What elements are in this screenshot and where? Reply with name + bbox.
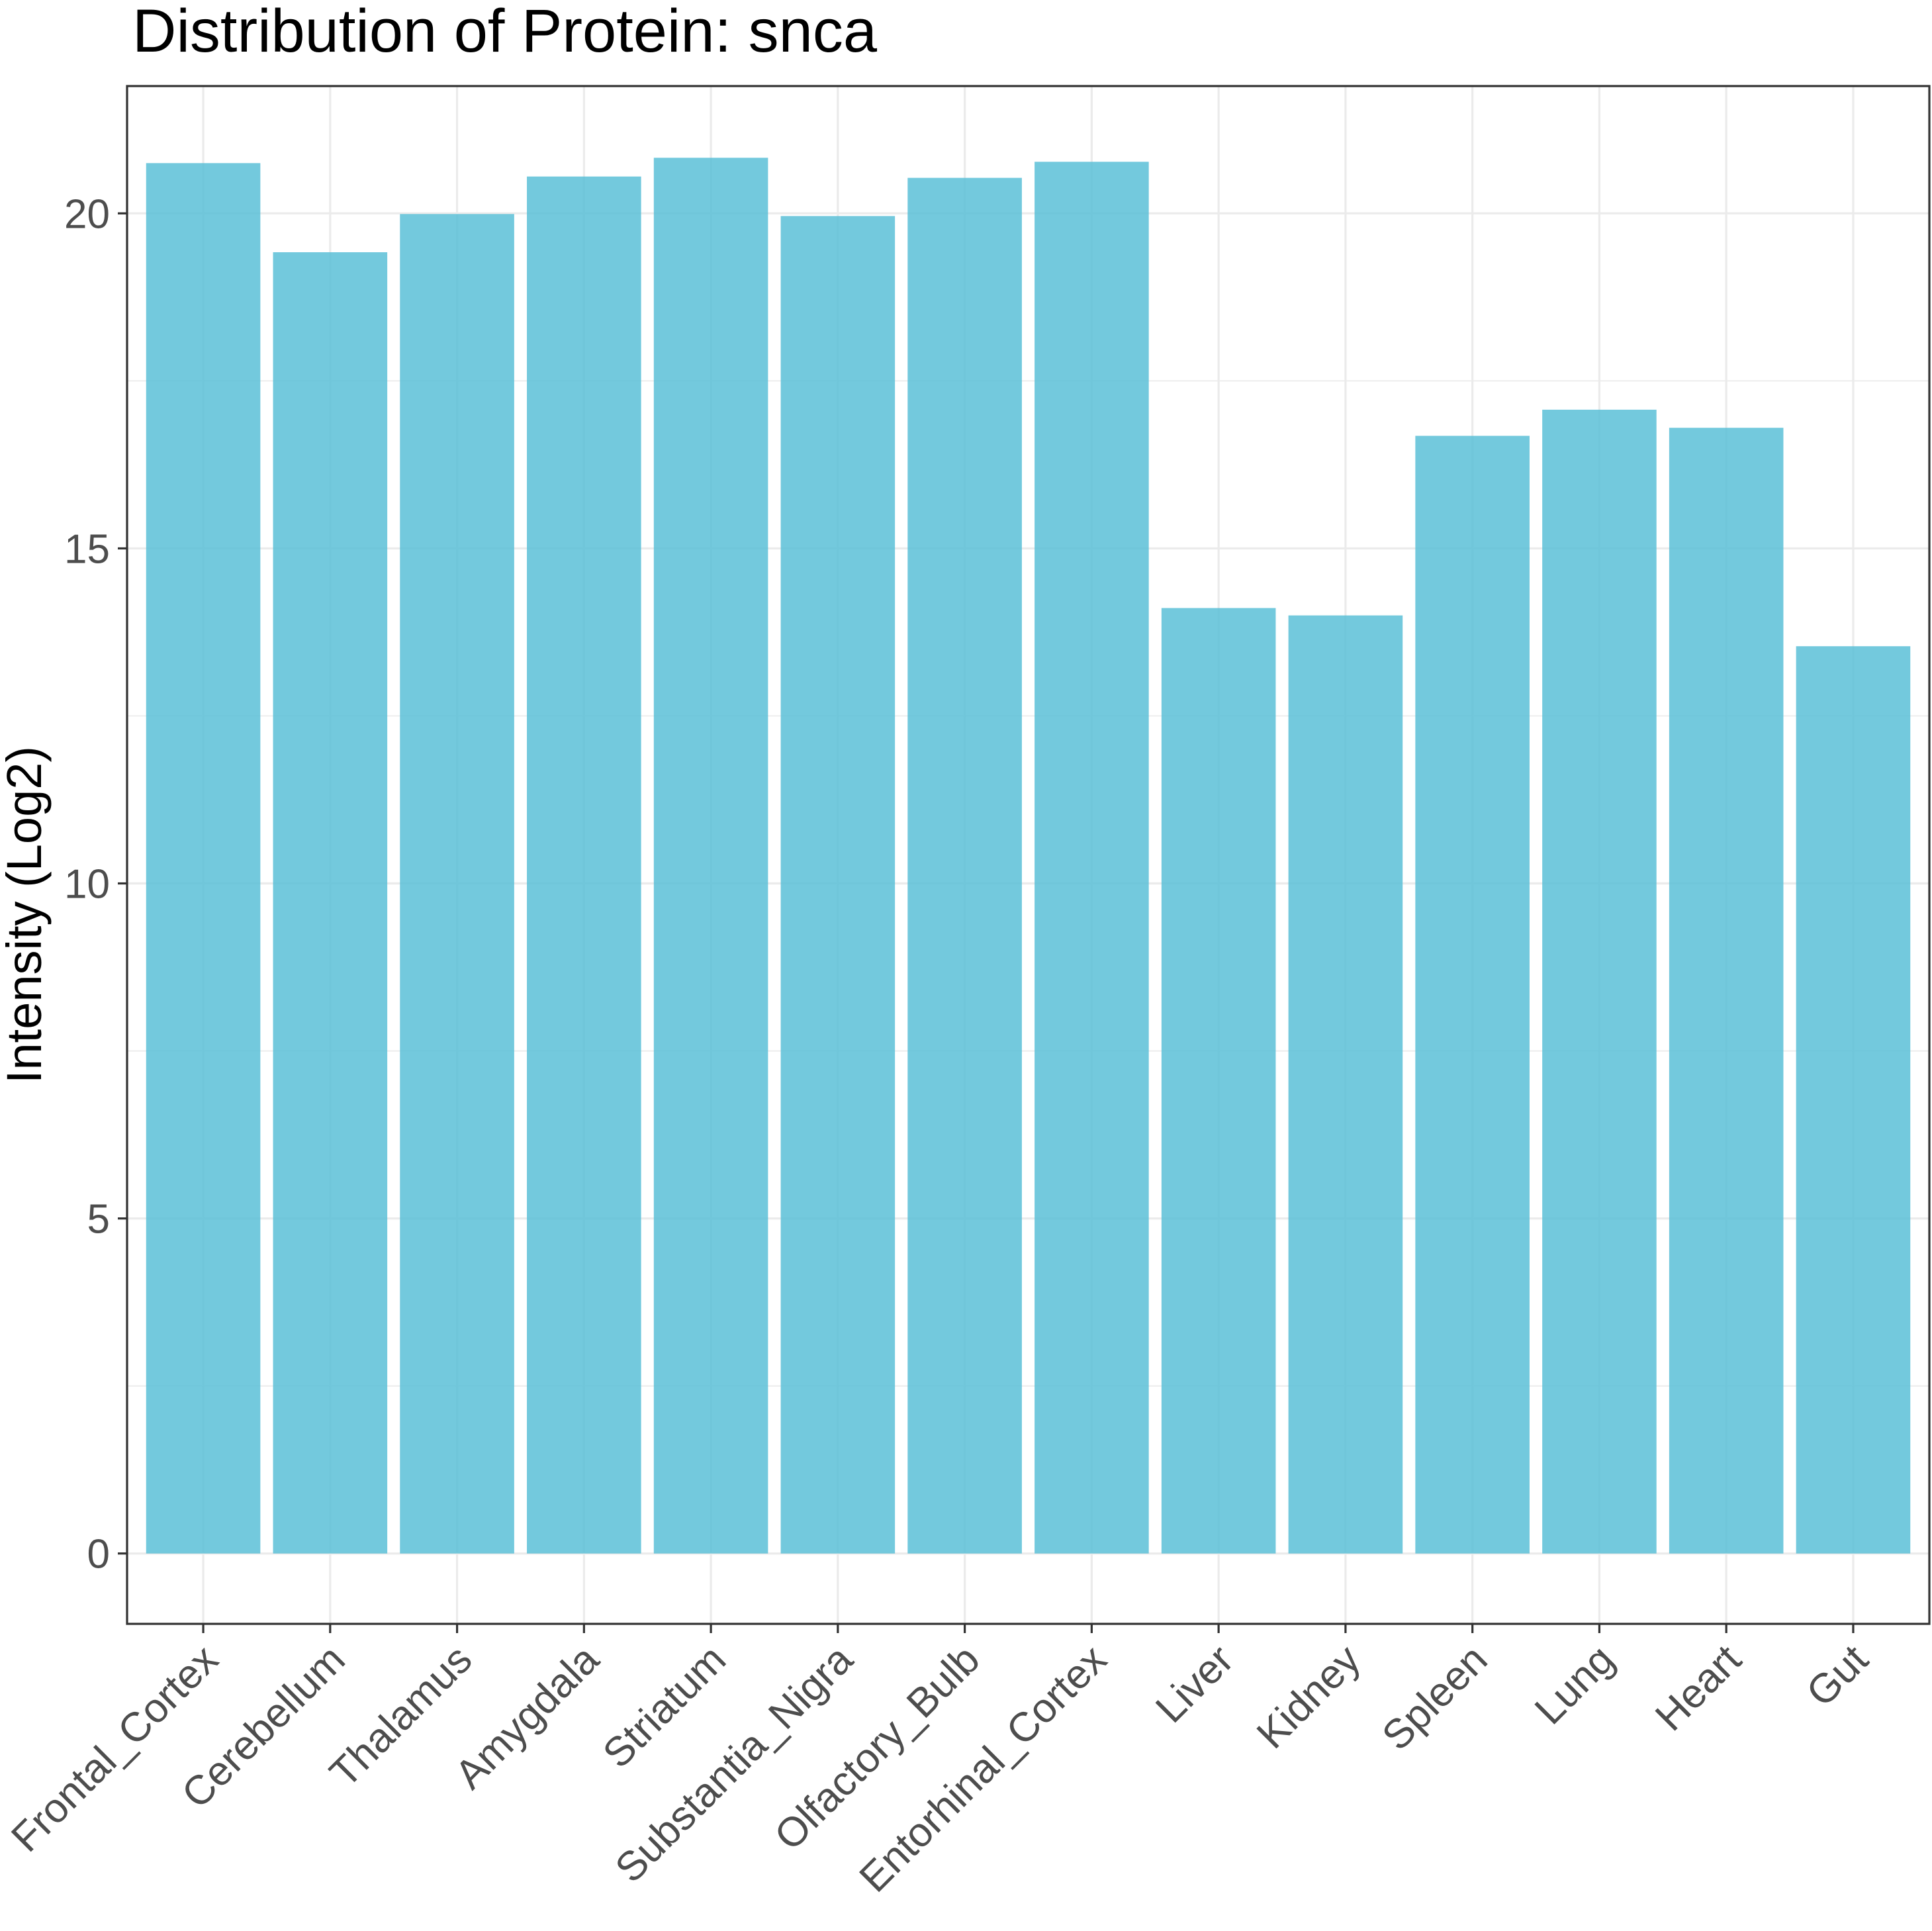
x-tick-label: Frontal_Cortex: [3, 1636, 227, 1861]
bar-spleen: [1415, 436, 1530, 1554]
x-tick-label: Heart: [1647, 1636, 1750, 1740]
bar-entorhinal-cortex: [1035, 162, 1149, 1554]
bar-lung: [1542, 409, 1657, 1554]
x-tick-label: Lung: [1526, 1636, 1623, 1733]
bar-substantia-nigra: [780, 216, 896, 1554]
y-tick-label: 5: [87, 1197, 110, 1243]
x-tick-label: Liver: [1147, 1636, 1242, 1732]
bar-olfactory-bulb: [907, 177, 1022, 1554]
chart-title: Distribution of Protein: snca: [132, 0, 878, 65]
bar-kidney: [1288, 615, 1403, 1554]
y-tick-label: 10: [64, 862, 110, 908]
y-tick-label: 0: [87, 1532, 110, 1578]
y-tick-label: 20: [64, 191, 110, 237]
x-tick-label: Gut: [1798, 1636, 1876, 1715]
bars: [146, 158, 1911, 1554]
x-axis: Frontal_CortexCerebellumThalamusAmygdala…: [3, 1624, 1877, 1901]
bar-gut: [1796, 646, 1911, 1554]
y-axis: 0 5 10 15 20: [64, 191, 127, 1578]
plot-panel-border: [126, 85, 1931, 1625]
y-tick-label: 15: [64, 526, 110, 572]
bar-thalamus: [400, 214, 514, 1554]
bar-liver: [1161, 608, 1276, 1554]
x-tick-label: Spleen: [1373, 1636, 1496, 1759]
bar-frontal-cortex: [146, 163, 261, 1554]
bar-cerebellum: [273, 252, 388, 1554]
bar-striatum: [653, 158, 768, 1554]
x-tick-label: Substantia_Nigra: [607, 1636, 862, 1891]
y-axis-label: Intensity (Log2): [0, 746, 52, 1084]
bar-amygdala: [527, 176, 641, 1554]
grid-lines: [127, 86, 1929, 1624]
x-tick-label: Entorhinal_Cortex: [851, 1636, 1116, 1901]
bar-heart: [1669, 428, 1784, 1554]
x-tick-label: Kidney: [1248, 1636, 1369, 1758]
